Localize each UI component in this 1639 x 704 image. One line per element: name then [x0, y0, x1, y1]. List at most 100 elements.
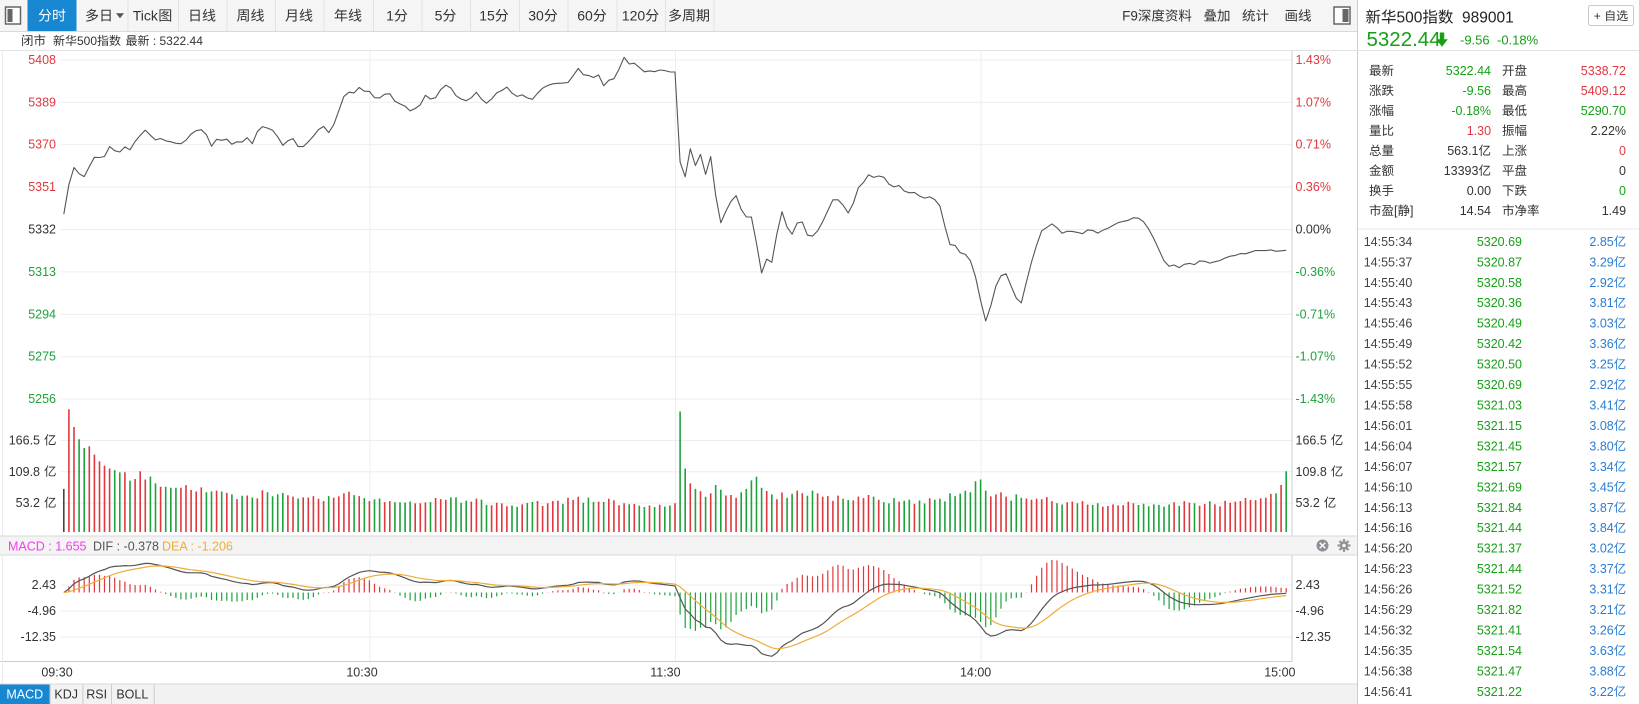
svg-text:3.84: 3.84	[1589, 521, 1613, 535]
svg-text:5321.52: 5321.52	[1477, 583, 1522, 597]
svg-text:]: ]	[1410, 204, 1413, 218]
svg-text:3.37: 3.37	[1589, 562, 1613, 576]
svg-text:5408: 5408	[28, 53, 56, 67]
svg-text:5321.15: 5321.15	[1477, 419, 1522, 433]
svg-text:3.88: 3.88	[1589, 664, 1613, 678]
svg-text:5322.44: 5322.44	[1446, 64, 1491, 78]
svg-text:5320.49: 5320.49	[1477, 317, 1522, 331]
svg-text:MACD: MACD	[6, 688, 43, 702]
svg-text:109.8: 109.8	[1296, 465, 1327, 479]
svg-text:14:56:41: 14:56:41	[1364, 685, 1413, 699]
svg-text:5321.37: 5321.37	[1477, 542, 1522, 556]
svg-text:14:56:13: 14:56:13	[1364, 501, 1413, 515]
svg-text:15: 15	[479, 8, 495, 24]
svg-text:2.92: 2.92	[1589, 378, 1613, 392]
svg-text:30: 30	[528, 8, 544, 24]
svg-text:-9.56: -9.56	[1463, 84, 1492, 98]
svg-text:563.1: 563.1	[1447, 144, 1478, 158]
svg-text:5321.41: 5321.41	[1477, 624, 1522, 638]
svg-text:166.5: 166.5	[9, 434, 40, 448]
svg-text:5313: 5313	[28, 265, 56, 279]
svg-text:3.80: 3.80	[1589, 439, 1613, 453]
svg-text:14:55:43: 14:55:43	[1364, 296, 1413, 310]
svg-text:DIF : -0.378: DIF : -0.378	[93, 540, 159, 554]
svg-text:5321.45: 5321.45	[1477, 439, 1522, 453]
svg-text:5321.69: 5321.69	[1477, 480, 1522, 494]
svg-text:5290.70: 5290.70	[1581, 104, 1626, 118]
svg-text:1.43%: 1.43%	[1296, 53, 1331, 67]
svg-text:14:55:37: 14:55:37	[1364, 255, 1413, 269]
svg-text:3.34: 3.34	[1589, 460, 1613, 474]
svg-text:-12.35: -12.35	[21, 630, 56, 644]
svg-text:BOLL: BOLL	[116, 688, 148, 702]
svg-text:14:55:58: 14:55:58	[1364, 399, 1413, 413]
svg-text:3.22: 3.22	[1589, 685, 1613, 699]
svg-text:14:56:32: 14:56:32	[1364, 624, 1413, 638]
svg-text:5320.87: 5320.87	[1477, 255, 1522, 269]
svg-text:14:00: 14:00	[960, 666, 991, 680]
svg-text:2.43: 2.43	[1296, 578, 1320, 592]
svg-text:F9: F9	[1122, 9, 1138, 24]
svg-text:3.63: 3.63	[1589, 644, 1613, 658]
svg-text:5321.82: 5321.82	[1477, 603, 1522, 617]
svg-text:2.92: 2.92	[1589, 276, 1613, 290]
svg-text:DEA : -1.206: DEA : -1.206	[162, 540, 233, 554]
svg-text:3.29: 3.29	[1589, 255, 1613, 269]
svg-text:0.00: 0.00	[1467, 184, 1491, 198]
svg-text:14:56:16: 14:56:16	[1364, 521, 1413, 535]
svg-text:500: 500	[77, 34, 97, 48]
svg-text:1.30: 1.30	[1467, 124, 1491, 138]
svg-text:-9.56: -9.56	[1460, 33, 1490, 48]
svg-text:3.41: 3.41	[1589, 399, 1613, 413]
svg-text:09:30: 09:30	[41, 666, 72, 680]
svg-text:14:55:34: 14:55:34	[1364, 235, 1413, 249]
svg-text:-0.18%: -0.18%	[1451, 104, 1491, 118]
svg-text:5321.44: 5321.44	[1477, 562, 1522, 576]
svg-text:-1.43%: -1.43%	[1296, 392, 1336, 406]
svg-text:13393: 13393	[1444, 164, 1479, 178]
svg-text:0: 0	[1619, 184, 1626, 198]
svg-text:14:55:49: 14:55:49	[1364, 337, 1413, 351]
svg-text:14:56:07: 14:56:07	[1364, 460, 1413, 474]
svg-text:14:56:26: 14:56:26	[1364, 583, 1413, 597]
svg-text:2.43: 2.43	[32, 578, 56, 592]
svg-text:989001: 989001	[1453, 10, 1513, 27]
svg-text:0: 0	[1619, 164, 1626, 178]
svg-text:3.87: 3.87	[1589, 501, 1613, 515]
svg-text:-12.35: -12.35	[1296, 630, 1331, 644]
svg-text:5321.84: 5321.84	[1477, 501, 1522, 515]
svg-text:5321.54: 5321.54	[1477, 644, 1522, 658]
svg-text:[: [	[1394, 204, 1398, 218]
svg-text:MACD : 1.655: MACD : 1.655	[8, 540, 87, 554]
svg-text:10:30: 10:30	[346, 666, 377, 680]
svg-text:-0.36%: -0.36%	[1296, 265, 1336, 279]
svg-text:14:55:52: 14:55:52	[1364, 358, 1413, 372]
svg-text:14:56:23: 14:56:23	[1364, 562, 1413, 576]
svg-text:1.07%: 1.07%	[1296, 95, 1331, 109]
svg-text:14:55:40: 14:55:40	[1364, 276, 1413, 290]
svg-text:14:55:55: 14:55:55	[1364, 378, 1413, 392]
svg-text:5256: 5256	[28, 392, 56, 406]
svg-text:RSI: RSI	[86, 688, 107, 702]
svg-text:14:56:35: 14:56:35	[1364, 644, 1413, 658]
svg-text:53.2: 53.2	[1296, 496, 1320, 510]
svg-text:5321.03: 5321.03	[1477, 399, 1522, 413]
svg-text:11:30: 11:30	[650, 666, 680, 680]
svg-text:5320.69: 5320.69	[1477, 378, 1522, 392]
svg-text:5332: 5332	[28, 223, 56, 237]
svg-text:2.85: 2.85	[1589, 235, 1613, 249]
svg-text:1: 1	[386, 8, 394, 24]
svg-text:5320.69: 5320.69	[1477, 235, 1522, 249]
svg-text:-1.07%: -1.07%	[1296, 350, 1336, 364]
svg-text:0.71%: 0.71%	[1296, 138, 1331, 152]
svg-text:15:00: 15:00	[1264, 666, 1295, 680]
svg-text:5294: 5294	[28, 307, 56, 321]
svg-text:5320.42: 5320.42	[1477, 337, 1522, 351]
svg-text:5409.12: 5409.12	[1581, 84, 1626, 98]
svg-text:Tick: Tick	[133, 8, 159, 24]
svg-text:14:56:10: 14:56:10	[1364, 480, 1413, 494]
svg-text:3.31: 3.31	[1589, 583, 1613, 597]
svg-text:5320.58: 5320.58	[1477, 276, 1522, 290]
svg-text:0.00%: 0.00%	[1296, 223, 1331, 237]
svg-text:+: +	[1594, 9, 1604, 23]
